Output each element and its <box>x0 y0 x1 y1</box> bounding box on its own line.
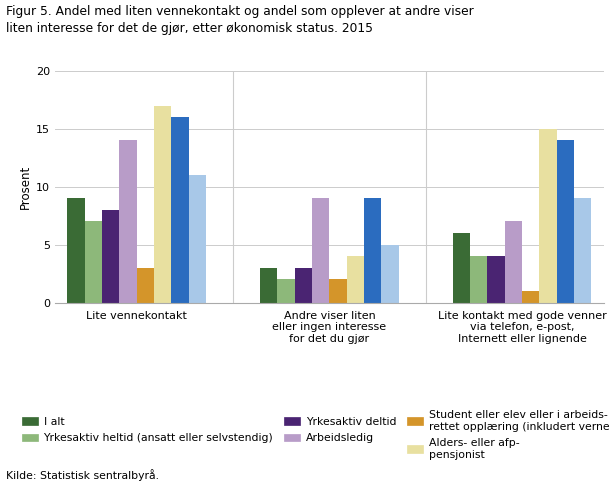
Bar <box>85 222 102 303</box>
Bar <box>364 198 381 303</box>
Bar <box>453 233 470 303</box>
Bar <box>295 268 312 303</box>
Legend: I alt, Yrkesaktiv heltid (ansatt eller selvstendig), Yrkesaktiv deltid, Arbeidsl: I alt, Yrkesaktiv heltid (ansatt eller s… <box>22 410 610 460</box>
Bar <box>137 268 154 303</box>
Bar <box>557 140 574 303</box>
Bar <box>470 256 487 303</box>
Y-axis label: Prosent: Prosent <box>19 164 32 209</box>
Text: Figur 5. Andel med liten vennekontakt og andel som opplever at andre viser: Figur 5. Andel med liten vennekontakt og… <box>6 5 474 18</box>
Text: Kilde: Statistisk sentralbyrå.: Kilde: Statistisk sentralbyrå. <box>6 469 159 481</box>
Bar <box>120 140 137 303</box>
Bar <box>381 244 399 303</box>
Bar <box>487 256 504 303</box>
Bar <box>539 129 557 303</box>
Bar <box>574 198 591 303</box>
Bar <box>522 291 539 303</box>
Bar <box>68 198 85 303</box>
Bar <box>504 222 522 303</box>
Bar <box>278 279 295 303</box>
Bar <box>329 279 346 303</box>
Bar <box>312 198 329 303</box>
Bar <box>171 117 188 303</box>
Bar <box>188 175 206 303</box>
Bar <box>102 210 120 303</box>
Bar <box>154 105 171 303</box>
Text: liten interesse for det de gjør, etter økonomisk status. 2015: liten interesse for det de gjør, etter ø… <box>6 22 373 35</box>
Bar <box>346 256 364 303</box>
Bar <box>260 268 278 303</box>
